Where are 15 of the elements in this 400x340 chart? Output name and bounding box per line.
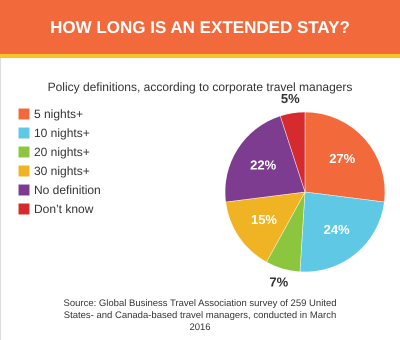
chart-subtitle: Policy definitions, according to corporate travel managers: [48, 80, 352, 94]
data-label: 15%: [250, 212, 278, 227]
data-label: 7%: [269, 274, 289, 290]
data-label: 24%: [324, 222, 350, 238]
legend-label: 5 nights+: [34, 107, 84, 121]
data-label: 27%: [329, 151, 356, 166]
data-label: 22%: [250, 157, 277, 172]
legend-label: No definition: [34, 183, 101, 197]
legend-label: 20 nights+: [34, 145, 90, 159]
legend-label: 10 nights+: [34, 126, 90, 140]
source-note: Source: Global Business Travel Association survey of 259 United States- and Canada-based travel managers, conducted in March 2016: [63, 298, 337, 333]
legend-label: Don’t know: [34, 202, 94, 216]
legend-label: 30 nights+: [34, 164, 90, 178]
data-label: 5%: [280, 91, 300, 106]
chart-title: HOW LONG IS AN EXTENDED STAY?: [50, 18, 350, 37]
